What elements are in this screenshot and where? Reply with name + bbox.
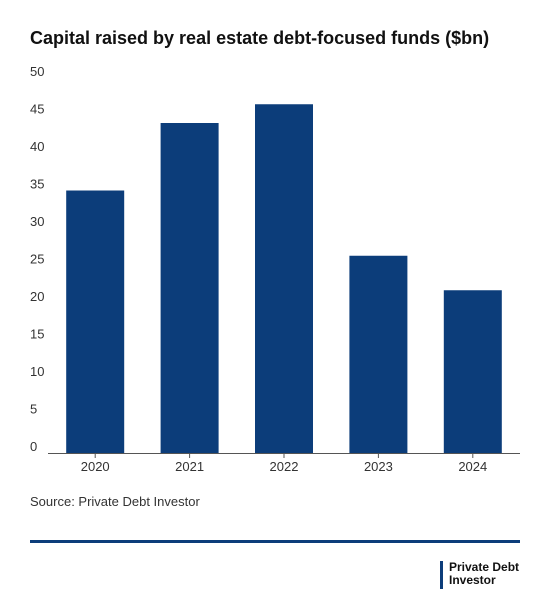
bars xyxy=(66,104,502,453)
source-note: Source: Private Debt Investor xyxy=(30,494,200,509)
chart-title: Capital raised by real estate debt-focus… xyxy=(30,28,490,48)
y-tick-label: 50 xyxy=(30,64,44,79)
x-axis-ticks: 2020 2021 2022 2023 2024 xyxy=(81,453,487,474)
y-tick-label: 35 xyxy=(30,177,44,192)
x-tick-label: 2021 xyxy=(175,459,204,474)
bar-2023 xyxy=(349,255,408,453)
bar-2021 xyxy=(160,123,219,453)
y-tick-label: 15 xyxy=(30,327,44,342)
bar-2024 xyxy=(443,290,502,453)
footer-divider xyxy=(30,540,520,543)
x-tick-label: 2024 xyxy=(458,459,487,474)
y-tick-label: 45 xyxy=(30,102,44,117)
publisher-logo: Private Debt Investor xyxy=(440,561,519,589)
logo-line-2: Investor xyxy=(449,573,496,587)
x-tick-label: 2022 xyxy=(270,459,299,474)
logo-line-1: Private Debt xyxy=(449,560,520,574)
y-tick-label: 40 xyxy=(30,139,44,154)
x-tick-label: 2023 xyxy=(364,459,393,474)
y-tick-label: 25 xyxy=(30,252,44,267)
y-axis-ticks: 0 5 10 15 20 25 30 35 40 45 50 xyxy=(30,64,44,454)
x-tick-label: 2020 xyxy=(81,459,110,474)
y-tick-label: 20 xyxy=(30,289,44,304)
y-tick-label: 10 xyxy=(30,364,44,379)
bar-2022 xyxy=(255,104,313,453)
y-tick-label: 5 xyxy=(30,402,37,417)
bar-2020 xyxy=(66,190,125,453)
y-tick-label: 0 xyxy=(30,439,37,454)
y-tick-label: 30 xyxy=(30,214,44,229)
